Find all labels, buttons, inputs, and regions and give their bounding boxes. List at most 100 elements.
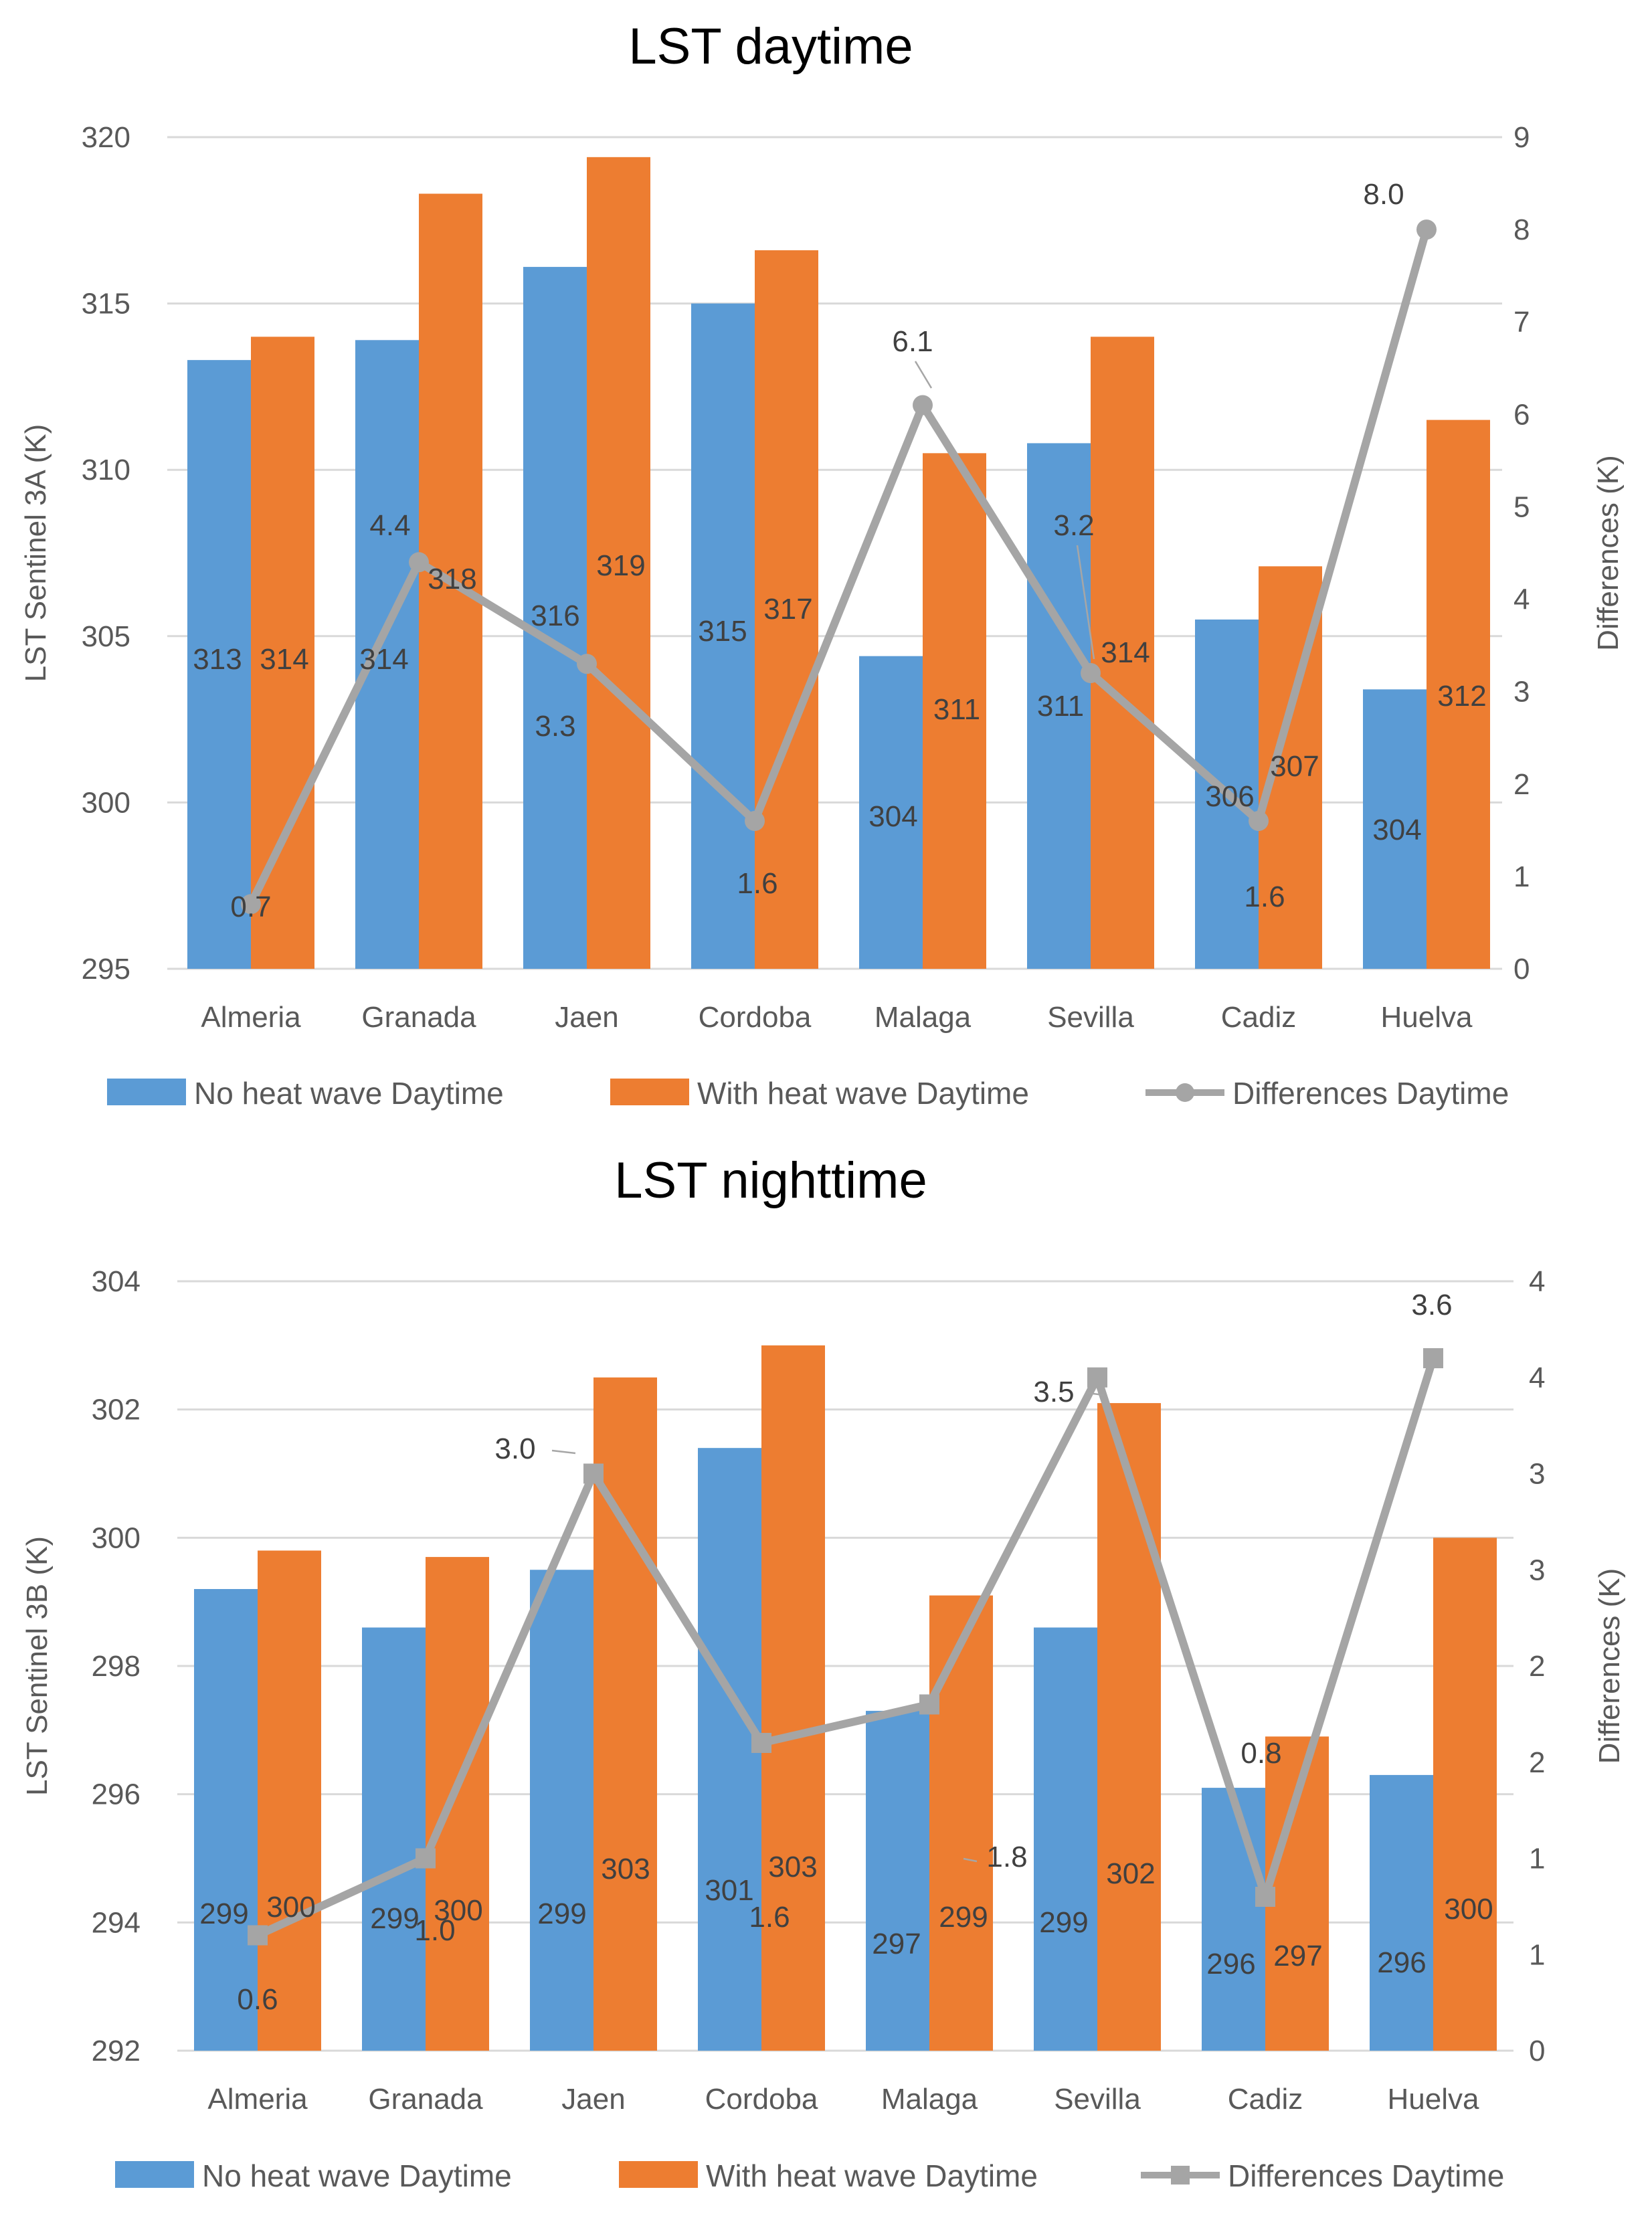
daytime-chart: LST daytime 313 314 314 318 3 1 6 319 315 317 304 3… — [19, 18, 1625, 1111]
data-label-differences: 6.1 — [892, 325, 933, 358]
differences-point — [409, 552, 429, 573]
y-tick-label: 305 — [82, 620, 130, 653]
data-label-differences: 1.8 — [986, 1841, 1027, 1873]
x-tick-label: Cordoba — [705, 2083, 818, 2116]
data-label-differences: 1.6 — [749, 1901, 790, 1934]
x-tick-label: Cordoba — [699, 1001, 812, 1034]
y2-tick-label: 1 — [1529, 1843, 1545, 1875]
bar-with-heat-wave — [761, 1345, 825, 2051]
bar-no-heat-wave — [866, 1711, 929, 2051]
differences-line — [247, 228, 1431, 906]
x-tick-label: Sevilla — [1047, 1001, 1134, 1034]
bar-no-heat-wave — [362, 1627, 426, 2051]
differences-point — [248, 1925, 268, 1946]
data-label-with-heat-wave: 319 — [596, 549, 645, 582]
y2-tick-label: 1 — [1513, 860, 1530, 893]
y2-tick-label: 2 — [1513, 768, 1530, 801]
legend-swatch — [115, 2161, 194, 2188]
bar-with-heat-wave — [1433, 1538, 1497, 2051]
label-leader-line — [551, 1449, 576, 1455]
data-label-differences: 3.6 — [1411, 1289, 1452, 1321]
differences-point — [1087, 1367, 1107, 1388]
data-label-with-heat-wave: 314 — [260, 643, 308, 676]
label-leader-line — [1076, 545, 1095, 660]
differences-point — [913, 395, 933, 415]
differences-line — [256, 1357, 1437, 1939]
data-label-no-heat-wave: 314 — [359, 643, 408, 676]
y-tick-label: 292 — [92, 2035, 141, 2067]
bar-no-heat-wave — [194, 1589, 258, 2051]
nighttime-chart-svg: LST nighttime 299 300 299 300 29930330130329… — [21, 1152, 1626, 2193]
legend-label: With heat wave Daytime — [697, 1076, 1029, 1111]
legend-label: No heat wave Daytime — [194, 1076, 504, 1111]
x-tick-label: Malaga — [881, 2083, 978, 2116]
y2-axis-label: Differences (K) — [1592, 455, 1625, 651]
differences-point — [751, 1733, 771, 1753]
x-tick-label: Huelva — [1381, 1001, 1473, 1034]
y-tick-label: 294 — [92, 1906, 141, 1939]
legend-label: Differences Daytime — [1232, 1076, 1509, 1111]
data-label-differences: 1.6 — [1244, 880, 1285, 913]
bar-with-heat-wave — [258, 1550, 321, 2051]
data-label-with-heat-wave: 300 — [1444, 1893, 1493, 1926]
y2-tick-label: 0 — [1513, 953, 1530, 986]
bar-no-heat-wave — [1202, 1788, 1265, 2051]
data-label-differences: 1.0 — [414, 1914, 455, 1947]
data-label-no-heat-wave: 315 — [698, 615, 747, 648]
y2-tick-label: 1 — [1529, 1938, 1545, 1971]
bar-no-heat-wave — [1034, 1627, 1097, 2051]
y-tick-label: 302 — [92, 1394, 141, 1426]
x-tick-label: Jaen — [555, 1001, 618, 1034]
x-tick-label: Granada — [368, 2083, 483, 2116]
chart-title: LST daytime — [628, 18, 913, 75]
x-tick-label: Jaen — [561, 2083, 625, 2116]
bar-no-heat-wave — [698, 1448, 761, 2051]
data-label-differences: 3.5 — [1033, 1376, 1074, 1408]
x-tick-label: Granada — [361, 1001, 476, 1034]
data-label-differences: 8.0 — [1363, 178, 1404, 211]
data-label-with-heat-wave: 311 — [933, 693, 980, 726]
bar-with-heat-wave — [251, 337, 314, 969]
bar-no-heat-wave — [1370, 1774, 1433, 2051]
data-label-no-heat-wave: 296 — [1377, 1946, 1426, 1979]
data-label-no-heat-wave: 299 — [1039, 1906, 1088, 1939]
data-label-no-heat-wave: 301 — [705, 1874, 753, 1907]
bar-no-heat-wave — [1027, 443, 1091, 969]
bar-with-heat-wave — [1097, 1403, 1161, 2051]
data-label-with-heat-wave: 297 — [1273, 1940, 1322, 1972]
legend-marker — [1176, 1083, 1194, 1102]
y-tick-label: 300 — [82, 786, 130, 819]
data-label-no-heat-wave: 304 — [1372, 814, 1421, 846]
data-label-no-heat-wave: 306 — [1205, 780, 1254, 813]
x-tick-label: Almeria — [201, 1001, 301, 1034]
data-label-no-heat-wave: 299 — [199, 1897, 248, 1930]
legend-marker — [1171, 2166, 1190, 2185]
data-label-differences: 0.7 — [230, 891, 271, 923]
bar-no-heat-wave — [859, 656, 923, 969]
bar-no-heat-wave — [523, 266, 587, 969]
data-label-no-heat-wave: 297 — [872, 1928, 921, 1960]
nighttime-chart: LST nighttime 299 300 299 300 299 303 301 303 29… — [0, 1151, 1652, 2230]
y2-tick-label: 6 — [1513, 398, 1530, 431]
y2-tick-label: 5 — [1513, 490, 1530, 523]
data-label-with-heat-wave: 318 — [428, 563, 476, 595]
legend-swatch — [107, 1079, 186, 1105]
bar-with-heat-wave — [755, 250, 818, 969]
data-label-with-heat-wave: 317 — [763, 593, 812, 626]
bar-no-heat-wave — [530, 1570, 593, 2051]
legend-swatch — [610, 1079, 689, 1105]
data-label-no-heat-wave: 313 — [193, 643, 242, 676]
bar-with-heat-wave — [426, 1557, 489, 2051]
label-leader-line — [1087, 1392, 1105, 1396]
bar-no-heat-wave — [691, 303, 755, 969]
x-tick-label: Cadiz — [1228, 2083, 1303, 2116]
y2-tick-label: 7 — [1513, 306, 1530, 339]
data-label-differences: 0.6 — [237, 1983, 278, 2016]
data-label-differences: 3.3 — [535, 710, 575, 743]
y-tick-label: 315 — [82, 288, 130, 320]
data-label-with-heat-wave: 300 — [266, 1891, 315, 1924]
y2-tick-label: 2 — [1529, 1746, 1545, 1779]
y2-tick-label: 3 — [1513, 676, 1530, 709]
legend-label: With heat wave Daytime — [706, 2158, 1038, 2193]
y2-tick-label: 4 — [1529, 1362, 1545, 1394]
